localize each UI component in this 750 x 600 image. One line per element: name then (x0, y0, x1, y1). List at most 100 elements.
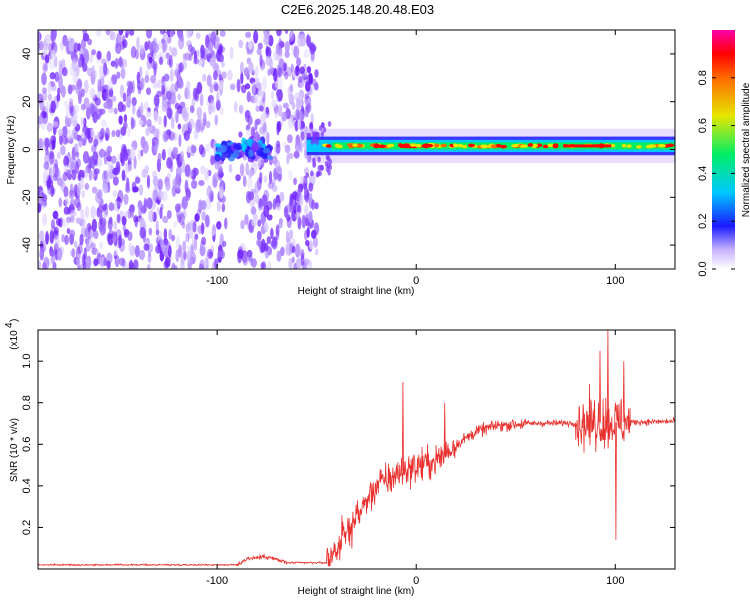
spectrogram-cell (166, 172, 171, 181)
spectrogram-cell (119, 84, 125, 98)
spectrogram-cell (308, 197, 314, 209)
spectrogram-cell (221, 203, 226, 213)
spectrogram-cell (91, 247, 98, 256)
spectrogram-cell (288, 257, 293, 269)
spectrogram-cell (327, 169, 331, 176)
spectrogram-cell (284, 144, 291, 154)
spectrogram-cell (314, 248, 319, 256)
spectrogram-cell (64, 198, 70, 206)
spectrogram-cell (467, 143, 476, 148)
spectrogram-cell (215, 143, 222, 148)
spectrogram-cell (152, 60, 158, 71)
spectrogram-cell (54, 235, 60, 250)
spectrogram-cell (135, 49, 139, 60)
spectrogram-cell (60, 85, 66, 98)
spectrogram-cell (286, 67, 293, 77)
spectrogram-cell (188, 226, 194, 239)
spectrogram-cell (241, 137, 247, 146)
spectrogram-cell (87, 38, 93, 46)
spectrogram-cell (196, 32, 201, 39)
spectrogram-cell (172, 178, 178, 189)
spectrogram-cell (50, 100, 56, 113)
spectrogram-cell (70, 209, 77, 217)
spectrogram-cell (239, 163, 245, 177)
spectrogram-cell (326, 162, 331, 169)
spectrogram-cell (147, 263, 151, 269)
spectrogram-cell (136, 108, 142, 119)
spectrogram-cell (173, 132, 178, 141)
spectrogram-cell (103, 101, 110, 109)
spectrogram-cell (271, 178, 276, 187)
y-tick-label: 0.2 (21, 520, 33, 535)
spectrogram-cell (308, 192, 313, 201)
spectrogram-ticks: -100 0 100 -40 -20 0 20 40 (21, 30, 675, 287)
spectrogram-cell (263, 175, 268, 183)
spectrogram-cell (245, 41, 249, 52)
spectrogram-cell (245, 190, 252, 204)
spectrogram-cell (261, 194, 268, 208)
spectrogram-cell (145, 87, 152, 96)
spectrogram-cell (65, 105, 70, 119)
spectrogram-cell (50, 33, 54, 43)
spectrogram-cell (156, 90, 163, 98)
spectrogram-cell (253, 212, 258, 222)
spectrogram-cell (177, 74, 182, 82)
spectrogram-cell (96, 207, 100, 218)
spectrogram-cell (184, 52, 191, 61)
y-tick-label: 0 (21, 146, 33, 152)
spectrogram-cell (111, 74, 118, 85)
spectrogram-cell (121, 169, 126, 181)
spectrogram-cell (175, 166, 182, 179)
spectrogram-cell (153, 110, 159, 123)
spectrogram-cell (176, 214, 182, 223)
spectrogram-cell (206, 42, 212, 57)
spectrogram-cell (60, 145, 66, 156)
spectrogram-cell (68, 97, 74, 106)
spectrogram-cell (96, 189, 103, 200)
spectrogram-cell (178, 134, 182, 147)
spectrogram-cell (100, 119, 107, 128)
spectrogram-cell (289, 83, 294, 93)
spectrogram-cell (386, 144, 392, 148)
spectrogram-cell (113, 248, 119, 257)
spectrogram-cell (67, 207, 71, 215)
spectrogram-cell (118, 115, 123, 125)
spectrogram-cell (201, 236, 207, 246)
spectrogram-cell (68, 189, 75, 200)
spectrogram-cell (542, 144, 549, 149)
snr-series-line (38, 330, 675, 567)
spectrogram-cell (112, 168, 117, 175)
spectrogram-cell (202, 73, 207, 82)
spectrogram-cell (125, 32, 129, 39)
spectrogram-cell (282, 102, 289, 109)
spectrogram-cell (83, 79, 89, 94)
spectrogram-cell (167, 245, 172, 258)
spectrogram-cell (251, 95, 258, 104)
spectrogram-cell (327, 120, 332, 127)
spectrogram-cell (184, 232, 189, 243)
spectrogram-cell (247, 254, 253, 262)
spectrogram-cell (126, 148, 131, 157)
spectrogram-cell (112, 230, 117, 243)
spectrogram-cell (267, 34, 274, 47)
spectrogram-cell (291, 101, 296, 110)
spectrogram-cell (229, 83, 236, 91)
spectrogram-xlabel: Height of straight line (km) (298, 286, 415, 297)
spectrogram-cell (216, 91, 220, 104)
spectrogram-cell (64, 99, 68, 108)
spectrogram-cell (95, 30, 102, 37)
spectrogram-cell (44, 137, 51, 148)
spectrogram-cell (92, 111, 98, 124)
svg-text:4: 4 (4, 322, 15, 328)
spectrogram-cell (41, 213, 48, 226)
spectrogram-cell (138, 249, 146, 261)
spectrogram-cell (44, 33, 51, 45)
spectrogram-cell (238, 39, 244, 49)
spectrogram-cell (210, 229, 216, 236)
spectrogram-cell (51, 139, 56, 150)
spectrogram-cell (161, 149, 166, 161)
spectrogram-cell (263, 221, 269, 232)
spectrogram-cell (46, 122, 54, 133)
spectrogram-cell (257, 42, 263, 50)
spectrogram-cell (193, 128, 199, 140)
